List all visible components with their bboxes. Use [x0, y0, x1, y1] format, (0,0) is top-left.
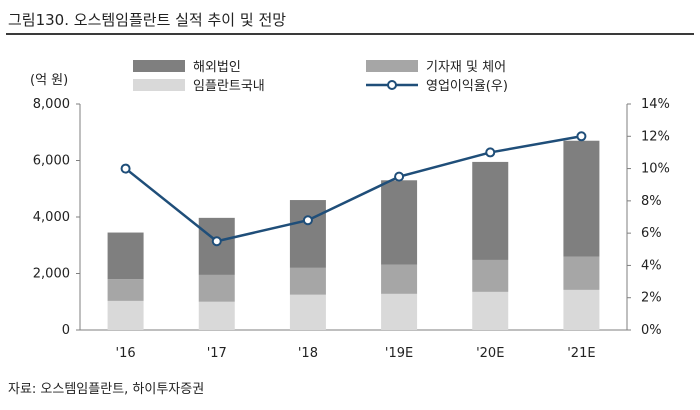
bar-segment: [563, 256, 600, 290]
left-tick-label: 2,000: [33, 267, 70, 282]
left-tick-label: 6,000: [33, 154, 70, 169]
x-tick-label: '18: [298, 346, 318, 361]
bar-segment: [563, 289, 600, 330]
bar-segment: [472, 291, 509, 330]
legend-label: 기자재 및 체어: [426, 60, 506, 75]
right-tick-label: 14%: [641, 97, 670, 112]
line-point: [394, 171, 405, 182]
left-tick-label: 4,000: [33, 210, 70, 225]
x-tick-label: '19E: [385, 346, 413, 361]
unit-label: (억 원): [30, 73, 68, 88]
line-point: [211, 236, 222, 247]
x-tick-label: '21E: [567, 346, 595, 361]
legend-label: 영업이익율(우): [426, 79, 508, 94]
legend-swatch: [133, 79, 185, 91]
x-tick-label: '17: [207, 346, 227, 361]
right-tick-label: 0%: [641, 323, 662, 338]
bar-segment: [198, 217, 235, 275]
legend-label: 임플란트국내: [193, 79, 265, 94]
bar-segment: [107, 300, 144, 330]
line-point: [485, 147, 496, 158]
bar-segment: [198, 301, 235, 330]
x-tick-label: '20E: [476, 346, 504, 361]
bar-segment: [107, 279, 144, 301]
x-tick-label: '16: [116, 346, 136, 361]
legend-marker: [387, 80, 397, 90]
right-tick-label: 2%: [641, 291, 662, 306]
bar-segment: [107, 232, 144, 280]
bar-segment: [472, 161, 509, 260]
right-tick-label: 6%: [641, 226, 662, 241]
right-tick-label: 12%: [641, 129, 670, 144]
legend-swatch: [366, 60, 418, 72]
line-path: [124, 135, 582, 243]
bar-segment: [381, 264, 418, 294]
bar-segment: [289, 200, 326, 268]
figure-title: 그림130. 오스템임플란트 실적 추이 및 전망: [8, 11, 287, 29]
line-point: [302, 215, 313, 226]
right-tick-label: 10%: [641, 162, 670, 177]
left-tick-label: 8,000: [33, 97, 70, 112]
bar-segment: [289, 267, 326, 295]
legend-swatch: [133, 60, 185, 72]
bar-segment: [289, 294, 326, 330]
source-note: 자료: 오스템임플란트, 하이투자증권: [8, 382, 205, 397]
axes: 0 2,000 4,000 6,000 8,000 0% 2% 4% 6% 8% 10% 12% 14%…: [30, 73, 670, 361]
left-tick-label: 0: [62, 323, 70, 338]
right-tick-label: 4%: [641, 258, 662, 273]
right-tick-label: 8%: [641, 194, 662, 209]
bar-segment: [198, 274, 235, 302]
title-divider: [6, 33, 694, 35]
bar-segment: [563, 140, 600, 257]
line-point: [576, 131, 587, 142]
bar-segment: [381, 180, 418, 265]
bar-segment: [381, 293, 418, 330]
bar-segment: [472, 259, 509, 292]
bar-series: [107, 140, 600, 330]
legend-label: 해외법인: [193, 60, 241, 75]
line-series: [120, 131, 587, 247]
line-point: [120, 163, 131, 174]
